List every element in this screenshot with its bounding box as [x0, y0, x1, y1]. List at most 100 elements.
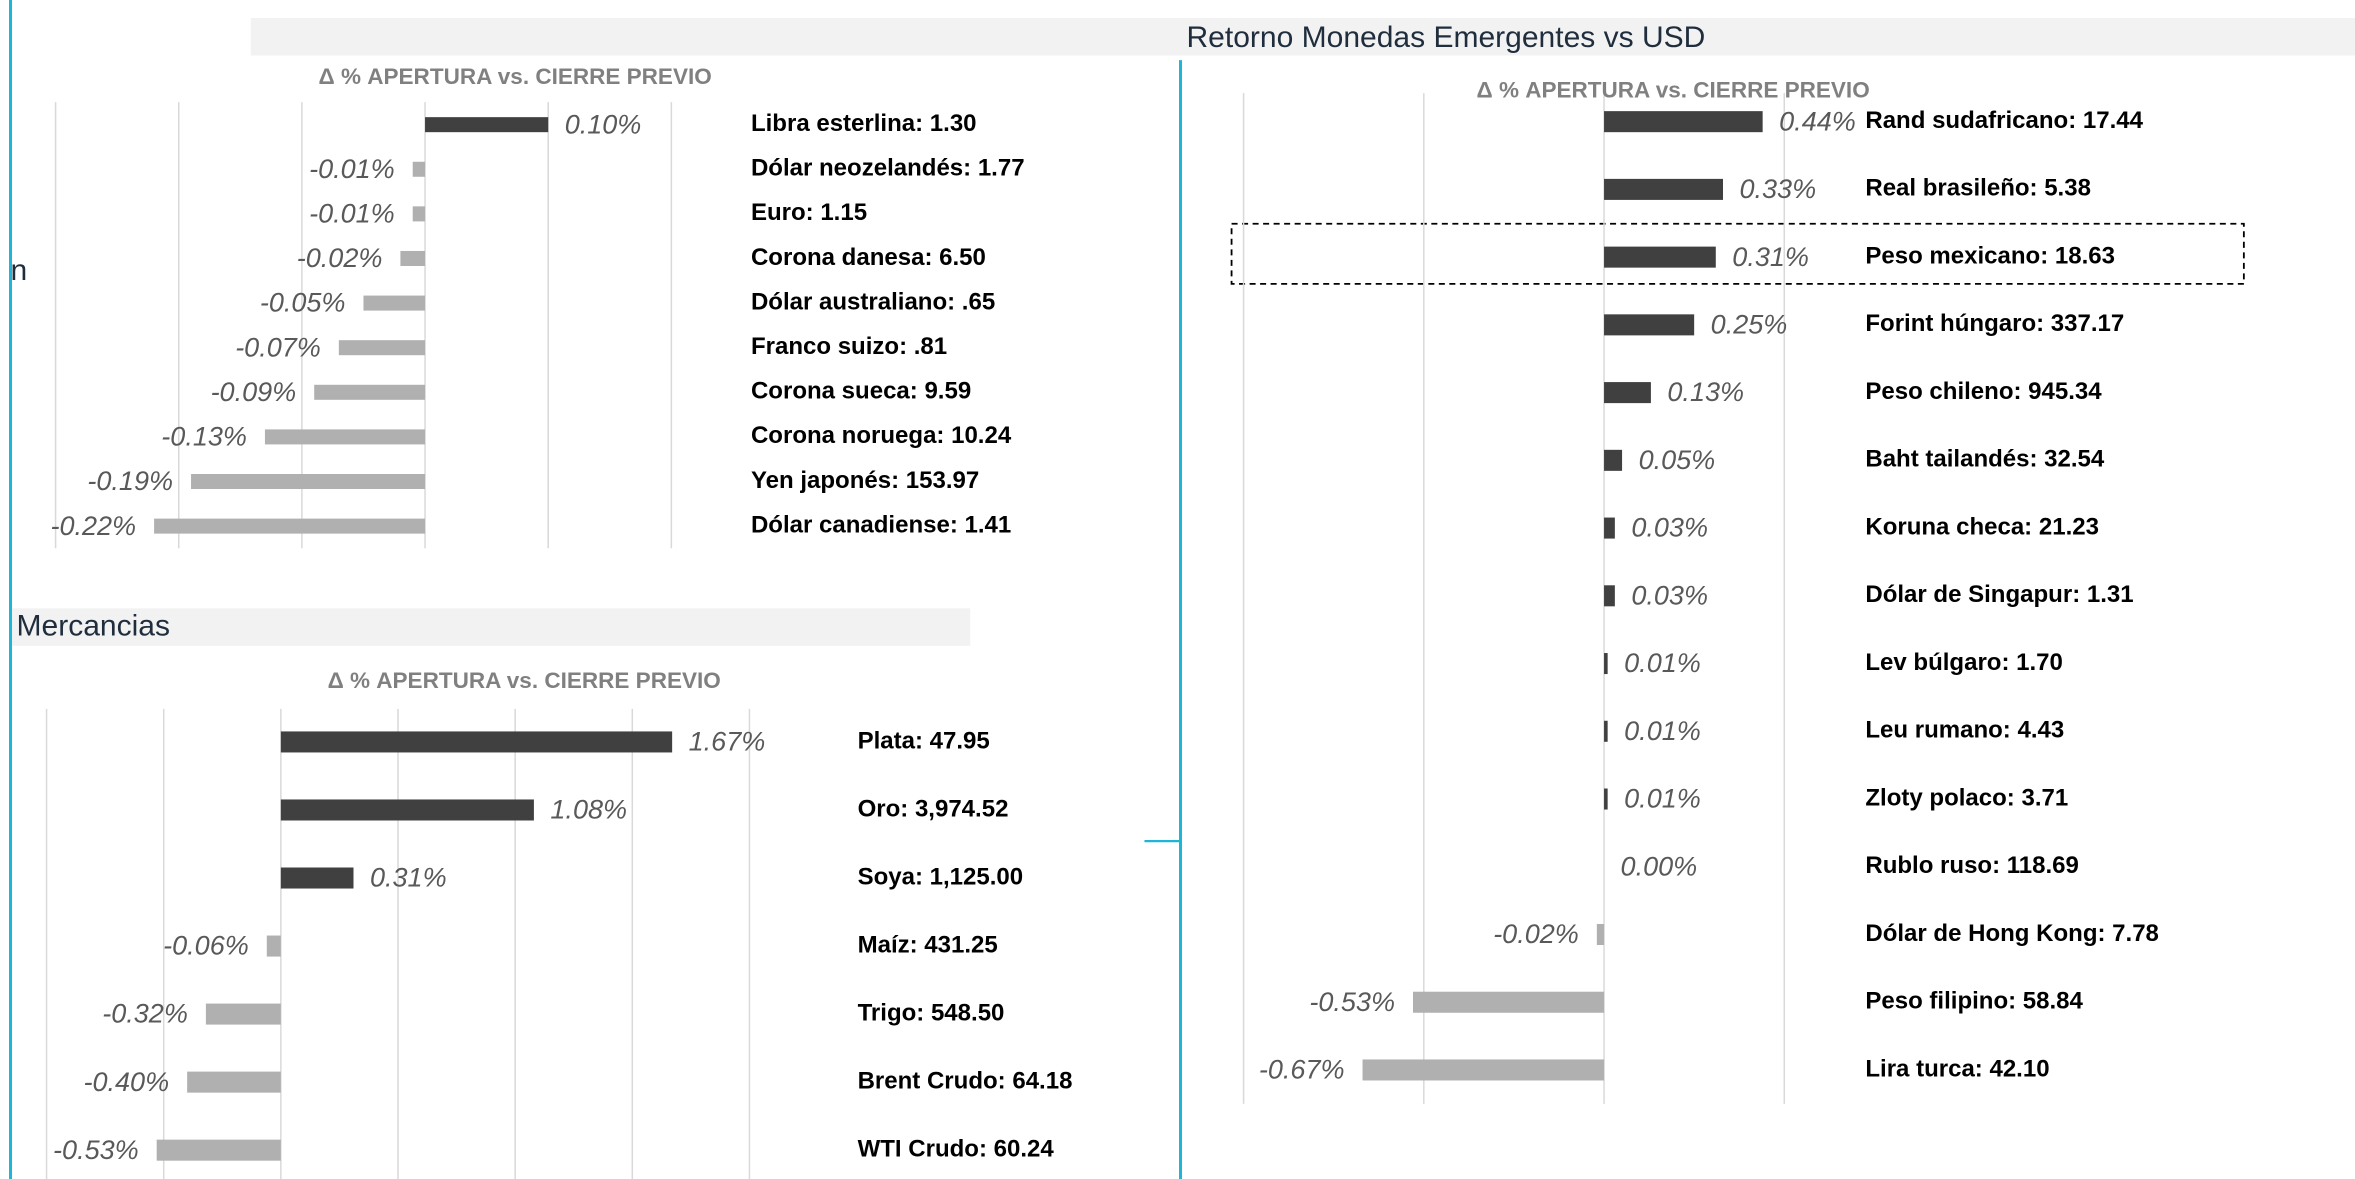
bar [1362, 1059, 1605, 1081]
bar [1604, 788, 1608, 810]
value-label: -0.67% [1259, 1055, 1345, 1085]
bar [156, 1139, 281, 1161]
bar [1596, 923, 1605, 946]
bar [338, 340, 426, 356]
value-label: -0.53% [1309, 987, 1395, 1017]
category-label: Maíz: 431.25 [858, 931, 998, 958]
category-label: Rand sudafricano: 17.44 [1865, 107, 2143, 134]
category-label: Trigo: 548.50 [858, 999, 1005, 1026]
bar [280, 731, 673, 753]
bar [1604, 178, 1723, 200]
highlight-box [1230, 222, 2245, 285]
value-label: -0.01% [309, 154, 395, 184]
value-label: 0.00% [1621, 851, 1698, 881]
bar [1604, 449, 1623, 471]
value-label: -0.05% [260, 288, 346, 318]
category-label: Dólar neozelandés: 1.77 [751, 155, 1025, 182]
category-label: Peso chileno: 945.34 [1865, 378, 2102, 405]
value-label: 0.25% [1711, 310, 1788, 340]
value-label: 1.67% [689, 727, 766, 757]
category-label: Libra esterlina: 1.30 [751, 110, 977, 137]
category-label: Corona noruega: 10.24 [751, 422, 1012, 449]
bar [1604, 517, 1615, 539]
value-label: 1.08% [550, 795, 627, 825]
bar [400, 250, 426, 266]
category-label: Dólar de Hong Kong: 7.78 [1865, 920, 2159, 947]
bar [363, 295, 426, 311]
bar [1604, 246, 1716, 268]
value-label: 0.33% [1740, 174, 1817, 204]
bar [266, 935, 281, 957]
category-label: Leu rumano: 4.43 [1865, 717, 2064, 744]
category-label: Franco suizo: .81 [751, 333, 947, 360]
value-label: 0.10% [565, 109, 642, 139]
category-label: Zloty polaco: 3.71 [1865, 784, 2068, 811]
header-band [250, 18, 2355, 56]
value-label: 0.31% [1732, 242, 1809, 272]
category-label: Corona sueca: 9.59 [751, 378, 971, 405]
category-label: Yen japonés: 153.97 [751, 467, 979, 494]
value-label: -0.07% [235, 332, 321, 362]
bar [280, 799, 534, 821]
value-label: -0.22% [50, 511, 136, 541]
value-label: -0.13% [161, 422, 247, 452]
value-label: 0.05% [1639, 445, 1716, 475]
chart-title: Δ % APERTURA vs. CIERRE PREVIO [1477, 78, 1870, 103]
bar [1604, 585, 1615, 607]
bar [1604, 111, 1763, 133]
category-label: Forint húngaro: 337.17 [1865, 310, 2124, 337]
value-label: 0.03% [1631, 580, 1708, 610]
bar [412, 161, 426, 177]
header-band [12, 608, 971, 646]
value-label: 0.01% [1624, 716, 1701, 746]
category-label: Peso filipino: 58.84 [1865, 988, 2083, 1015]
value-label: -0.01% [309, 199, 395, 229]
value-label: -0.09% [211, 377, 297, 407]
category-label: Dólar de Singapur: 1.31 [1865, 581, 2133, 608]
category-label: Corona danesa: 6.50 [751, 244, 986, 271]
value-label: -0.02% [297, 243, 383, 273]
section-header: Mercancias [17, 610, 170, 643]
bar [425, 117, 549, 133]
bar [412, 206, 426, 222]
category-label: Peso mexicano: 18.63 [1865, 242, 2115, 269]
value-label: -0.02% [1493, 919, 1579, 949]
bar [1412, 991, 1605, 1013]
category-label: Koruna checa: 21.23 [1865, 513, 2099, 540]
bar [191, 474, 426, 490]
value-label: 0.13% [1667, 377, 1744, 407]
bar [1604, 382, 1651, 404]
category-label: Baht tailandés: 32.54 [1865, 446, 2105, 473]
category-label: Dólar australiano: .65 [751, 288, 995, 315]
category-label: WTI Crudo: 60.24 [858, 1136, 1055, 1163]
category-label: Soya: 1,125.00 [858, 863, 1024, 890]
value-label: 0.44% [1779, 106, 1856, 136]
category-label: Brent Crudo: 64.18 [858, 1067, 1073, 1094]
category-label: Oro: 3,974.52 [858, 795, 1009, 822]
value-label: -0.40% [84, 1067, 170, 1097]
value-label: 0.31% [370, 863, 447, 893]
value-label: 0.01% [1624, 784, 1701, 814]
value-label: 0.03% [1631, 513, 1708, 543]
bar [154, 518, 426, 534]
value-label: -0.06% [163, 931, 249, 961]
category-label: Plata: 47.95 [858, 727, 990, 754]
category-label: Rublo ruso: 118.69 [1865, 852, 2079, 879]
section-header: n [11, 254, 28, 287]
value-label: -0.53% [53, 1135, 139, 1165]
category-label: Euro: 1.15 [751, 199, 867, 226]
category-label: Real brasileño: 5.38 [1865, 175, 2091, 202]
category-label: Lira turca: 42.10 [1865, 1055, 2049, 1082]
value-label: -0.32% [102, 999, 188, 1029]
bar [187, 1071, 281, 1093]
bar [1604, 720, 1608, 742]
bar [280, 867, 354, 889]
value-label: 0.01% [1624, 648, 1701, 678]
bar [264, 429, 426, 445]
bar [1604, 314, 1695, 336]
category-label: Dólar canadiense: 1.41 [751, 511, 1011, 538]
bar [205, 1003, 281, 1025]
chart-title: Δ % APERTURA vs. CIERRE PREVIO [328, 668, 721, 693]
